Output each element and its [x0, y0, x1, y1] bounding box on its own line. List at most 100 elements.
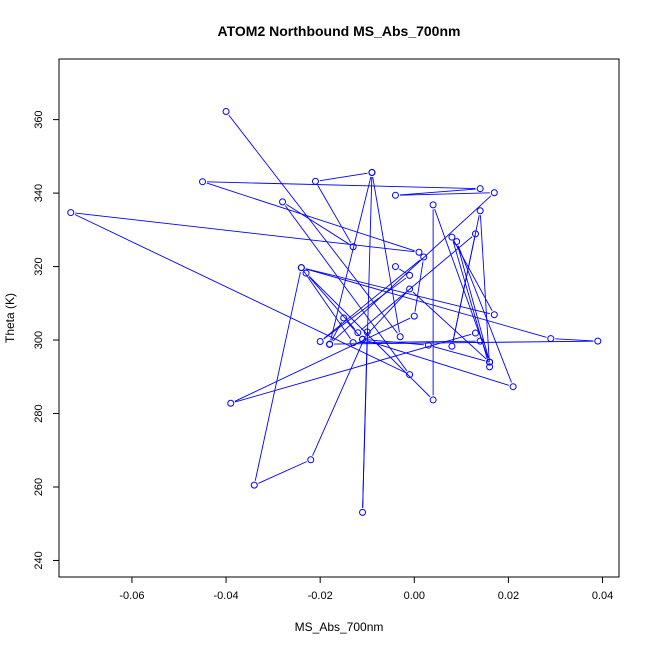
y-tick-label: 240 — [33, 551, 45, 569]
data-point — [453, 238, 461, 246]
y-axis-label: Theta (K) — [3, 293, 17, 343]
series-segment — [414, 261, 424, 312]
series-segment — [434, 208, 489, 359]
series-segment — [75, 212, 415, 253]
data-point — [547, 335, 555, 343]
y-tick-label: 260 — [33, 478, 45, 496]
y-tick-label: 300 — [33, 331, 45, 349]
data-point — [199, 178, 207, 186]
series-segment — [457, 245, 512, 383]
x-tick-label: 0.04 — [592, 590, 613, 602]
y-tick-label: 360 — [33, 110, 45, 128]
y-tick-label: 280 — [33, 404, 45, 422]
x-tick-label: -0.04 — [214, 590, 239, 602]
series-segment — [308, 276, 356, 330]
data-point — [424, 341, 432, 349]
data-point — [448, 342, 456, 350]
data-point — [363, 328, 371, 336]
data-point — [490, 311, 498, 319]
series-segment — [555, 338, 594, 342]
data-point — [396, 333, 404, 341]
x-axis-ticks: -0.06 -0.04 -0.02 0.00 0.02 0.04 — [119, 577, 613, 602]
series-segment — [332, 195, 492, 342]
data-point — [307, 456, 315, 464]
data-point — [429, 396, 437, 404]
series-segment — [457, 245, 489, 358]
series-segment — [206, 182, 415, 252]
series-points — [67, 108, 602, 516]
data-point — [326, 340, 334, 348]
series-segment — [399, 188, 476, 196]
data-point — [349, 243, 357, 251]
data-point — [67, 209, 75, 217]
series-segment — [453, 240, 493, 311]
y-tick-label: 320 — [33, 257, 45, 275]
series-segment — [228, 114, 398, 334]
data-point — [420, 253, 428, 261]
data-point — [391, 263, 399, 271]
data-point — [250, 481, 258, 489]
x-axis-label: MS_Abs_700nm — [295, 620, 384, 634]
y-axis-ticks: 240 260 280 300 320 340 360 — [33, 110, 59, 570]
chart-title: ATOM2 Northbound MS_Abs_700nm — [218, 23, 461, 39]
series-segment — [254, 271, 301, 481]
series-segment — [286, 203, 350, 245]
series-segment — [372, 176, 400, 333]
data-point — [302, 269, 310, 277]
plot-frame — [58, 58, 620, 578]
data-point — [476, 337, 484, 345]
series-segment — [346, 321, 360, 337]
data-point — [406, 285, 414, 293]
data-point — [406, 371, 414, 379]
series-segment — [258, 461, 307, 484]
x-tick-label: 0.00 — [404, 590, 425, 602]
data-point — [354, 329, 362, 337]
series-segment — [479, 215, 490, 363]
data-point — [471, 230, 479, 238]
series-segment — [303, 271, 351, 340]
data-point — [594, 337, 602, 345]
series-segment — [399, 192, 490, 196]
data-point — [509, 383, 517, 391]
data-point — [471, 329, 479, 337]
series-segment — [452, 215, 480, 342]
data-point — [486, 363, 494, 371]
data-point — [476, 207, 484, 215]
series-segment — [319, 172, 368, 182]
data-point — [316, 338, 324, 346]
series-segment — [357, 340, 476, 344]
data-point — [340, 314, 348, 322]
data-point — [297, 264, 305, 272]
series-segment — [207, 181, 476, 190]
data-point — [222, 108, 230, 116]
series-segment — [360, 236, 473, 331]
data-point — [227, 399, 235, 407]
series-segment — [234, 317, 411, 402]
series-segment — [284, 205, 408, 372]
data-point — [368, 169, 376, 177]
data-point — [415, 248, 423, 256]
data-point — [391, 191, 399, 199]
x-tick-label: -0.06 — [119, 590, 144, 602]
series-segment — [323, 259, 421, 340]
data-point — [429, 201, 437, 209]
series-segment — [317, 185, 352, 244]
series-segment — [308, 276, 431, 398]
series-segment — [362, 336, 368, 508]
data-point — [490, 189, 498, 197]
series-segment — [323, 277, 407, 340]
series-segment — [432, 345, 486, 362]
data-point — [486, 358, 494, 366]
x-tick-label: -0.02 — [308, 590, 333, 602]
data-point — [406, 271, 414, 279]
series-segment — [305, 268, 491, 315]
series-lines — [74, 114, 594, 508]
x-tick-label: 0.02 — [498, 590, 519, 602]
data-point — [359, 335, 367, 343]
series-segment — [312, 335, 366, 456]
data-point — [279, 198, 287, 206]
data-point — [349, 339, 357, 347]
